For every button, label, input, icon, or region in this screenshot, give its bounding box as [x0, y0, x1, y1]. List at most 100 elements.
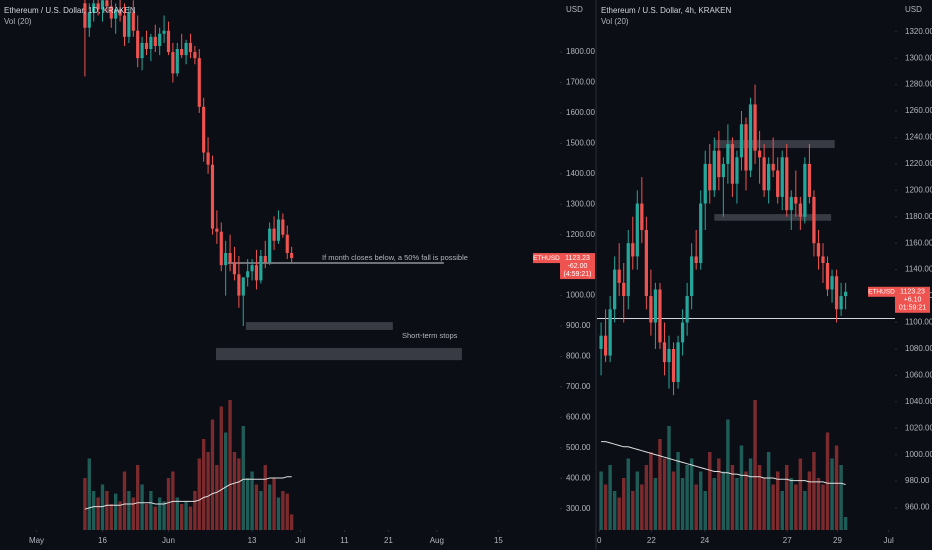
x-tick-label: 13 [248, 536, 257, 545]
volume-ma-line [601, 441, 846, 485]
volume-bar [644, 465, 649, 530]
volume-bar [109, 504, 113, 530]
candle-body [830, 276, 834, 290]
candle-body [825, 263, 830, 290]
y-tick-label: 1320.00 [905, 27, 932, 36]
volume-bar [219, 406, 223, 530]
zone [714, 214, 832, 221]
candle-body [188, 42, 193, 53]
volume-bar [127, 491, 131, 530]
volume-bar [175, 497, 179, 530]
candle-body [613, 269, 617, 310]
volume-bar [171, 471, 175, 530]
candle-body [96, 3, 100, 10]
volume-bar [694, 484, 698, 530]
candle-body [653, 289, 658, 323]
volume-bar [807, 471, 812, 530]
x-tick-label: 24 [700, 536, 709, 545]
zone [713, 140, 835, 149]
y-tick-label: 1300.00 [566, 199, 595, 208]
volume-bar [158, 497, 162, 530]
volume-bar [105, 491, 109, 530]
y-tick-label: 1180.00 [905, 212, 932, 221]
candle-body [100, 0, 105, 10]
volume-label: Vol (20) [4, 17, 32, 26]
candle-body [694, 256, 698, 264]
countdown-tag: (4:59:21) [563, 271, 591, 278]
candle-body [608, 309, 612, 356]
candle-body [844, 291, 848, 297]
volume-bar [667, 426, 671, 530]
candle-body [259, 256, 263, 281]
volume-bar [816, 478, 821, 530]
candle-body [171, 52, 175, 74]
candle-body [753, 104, 757, 151]
change-tag: +6.10 [904, 297, 922, 304]
volume-bar [603, 484, 608, 530]
candle-body [667, 348, 671, 363]
y-tick-label: 1700.00 [566, 78, 595, 87]
volume-bar [263, 465, 267, 530]
annotation-text: If month closes below, a 50% fall is pos… [322, 253, 468, 262]
volume-bar [114, 493, 118, 530]
x-tick-label: Jul [884, 536, 894, 545]
y-tick-label: 800.00 [566, 352, 591, 361]
volume-bar [276, 497, 281, 530]
volume-bar [726, 419, 730, 530]
y-tick-label: 1040.00 [905, 397, 932, 406]
candle-body [285, 234, 289, 253]
symbol-tag: ETHUSD [868, 289, 895, 296]
volume-bar [92, 491, 96, 530]
y-tick-label: 1240.00 [905, 133, 932, 142]
volume-bar [789, 478, 794, 530]
change-tag: -62.00 [568, 263, 588, 270]
candle-body [136, 30, 140, 59]
volume-bar [118, 501, 122, 530]
candle-body [726, 144, 730, 164]
candle-body [175, 49, 179, 74]
symbol-tag-bg [533, 253, 560, 264]
y-tick-label: 900.00 [566, 321, 591, 330]
volume-bar [735, 478, 739, 530]
candle-body [122, 15, 127, 37]
y-tick-label: 1020.00 [905, 423, 932, 432]
x-tick-label: 16 [98, 536, 107, 545]
y-tick-label: 1260.00 [905, 106, 932, 115]
candle-body [232, 262, 237, 275]
x-tick-label: 27 [783, 536, 792, 545]
volume-bar [762, 478, 766, 530]
volume-bar [775, 471, 780, 530]
candle-body [785, 157, 789, 211]
y-tick-label: 1100.00 [905, 318, 932, 327]
y-tick-label: 980.00 [905, 476, 930, 485]
volume-bar [708, 452, 712, 530]
candle-body [276, 219, 281, 241]
volume-bar [289, 514, 294, 530]
volume-bar [100, 484, 105, 530]
volume-bar [744, 471, 748, 530]
candle-body [144, 42, 149, 50]
volume-bar [771, 484, 775, 530]
volume-bar [608, 465, 612, 530]
volume-bar [798, 458, 803, 530]
plot [83, 0, 462, 530]
symbol-tag-bg [868, 286, 895, 297]
y-tick-label: 700.00 [566, 382, 591, 391]
volume-bar [653, 478, 658, 530]
candle-body [776, 170, 780, 197]
volume-bar [197, 458, 201, 530]
candle-body [197, 58, 201, 107]
candle-body [744, 124, 748, 171]
volume-bar [228, 400, 232, 530]
candle-body [767, 163, 771, 191]
y-tick-label: 1200.00 [905, 185, 932, 194]
candle-body [149, 36, 153, 50]
candle-body [153, 36, 157, 46]
candle-body [798, 203, 802, 217]
volume-bar [830, 458, 834, 530]
candle-body [626, 243, 630, 297]
candle-body [272, 228, 276, 241]
volume-bar [712, 478, 717, 530]
volume-bar [717, 458, 721, 530]
